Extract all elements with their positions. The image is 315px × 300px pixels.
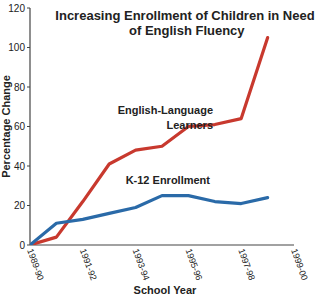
series-line — [30, 38, 268, 245]
x-tick-label: 1991-92 — [78, 247, 99, 281]
x-axis — [30, 244, 294, 245]
y-tick-label: 100 — [8, 42, 25, 53]
x-tick-label: 1997-98 — [236, 247, 257, 281]
y-tick-label: 40 — [14, 161, 26, 172]
y-tick — [27, 87, 30, 88]
y-tick — [27, 166, 30, 167]
title-line: of English Fluency — [125, 23, 245, 38]
title: Increasing Enrollment of Children in Nee… — [55, 8, 314, 38]
x-tick-label: 1995-96 — [184, 247, 205, 281]
chart: Increasing Enrollment of Children in Nee… — [0, 0, 315, 300]
y-axis-label: Percentage Change — [0, 75, 12, 178]
y-tick-label: 120 — [8, 3, 25, 14]
y-tick-label: 20 — [14, 200, 26, 211]
y-tick-label: 80 — [14, 82, 26, 93]
y-tick — [27, 126, 30, 127]
y-tick-label: 60 — [14, 121, 26, 132]
x-tick-label: 1999-00 — [289, 247, 310, 281]
x-tick-label: 1989-90 — [25, 247, 46, 281]
series-label: English-Language Learners — [118, 104, 213, 131]
series-label-line: English-Language — [118, 104, 213, 116]
title-line: Increasing Enrollment of Children in Nee… — [55, 8, 314, 23]
x-axis-label: School Year — [134, 284, 197, 296]
y-tick — [27, 205, 30, 206]
series-line — [30, 196, 268, 245]
y-tick — [27, 47, 30, 48]
y-tick — [27, 245, 30, 246]
y-tick — [27, 8, 30, 9]
y-tick-label: 0 — [19, 240, 25, 251]
series-label: K-12 Enrollment — [126, 174, 211, 186]
series-group — [30, 38, 268, 245]
x-tick-label: 1993-94 — [131, 247, 152, 281]
series-label-line: Learners — [163, 119, 213, 131]
